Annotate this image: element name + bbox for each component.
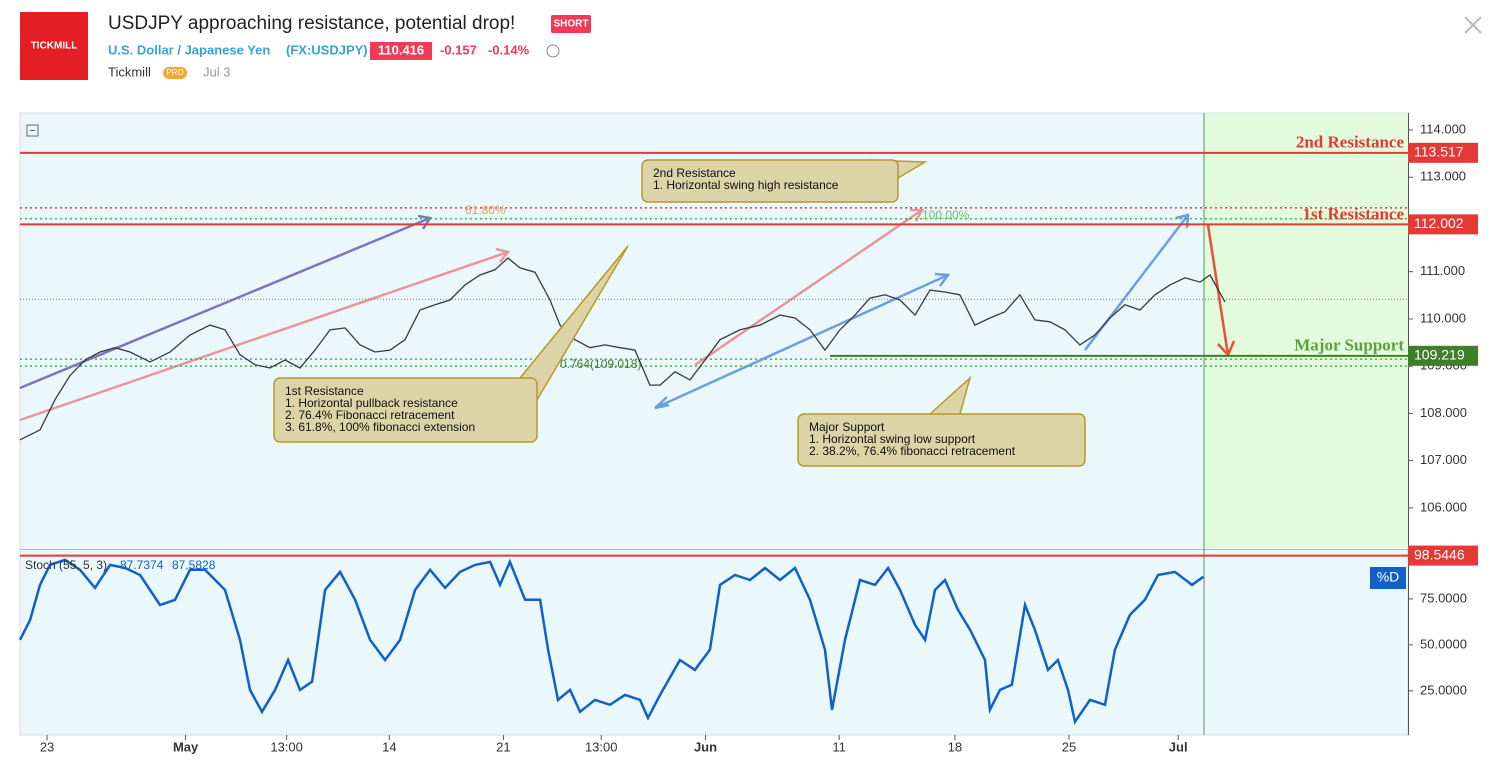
callout-text: Major Support (809, 420, 885, 434)
x-tick-label: 25 (1062, 739, 1076, 754)
callout-text: 1st Resistance (285, 384, 364, 398)
callout-text: 1. Horizontal pullback resistance (285, 396, 458, 410)
change-pct: -0.14% (488, 42, 530, 57)
y-tick-label: 75.0000 (1420, 590, 1467, 605)
y-tick-label: 110.000 (1420, 310, 1466, 325)
y-tick-label: 108.000 (1420, 405, 1467, 420)
callout (273, 377, 538, 443)
x-tick-label: 23 (40, 739, 54, 754)
author[interactable]: Tickmill (108, 64, 151, 79)
chart-bg (19, 112, 1409, 736)
indicator-value: 87.5828 (172, 558, 216, 572)
price-line (19, 257, 1226, 441)
callout-pointer (929, 375, 972, 415)
fib-label: 61.80% (465, 203, 506, 217)
idea-title: USDJPY approaching resistance, potential… (108, 13, 515, 34)
ticker[interactable]: (FX:USDJPY) (286, 42, 368, 57)
y-tick-label: 50.0000 (1420, 636, 1467, 651)
x-tick-label: May (173, 739, 199, 754)
x-tick-label: 13:00 (270, 739, 303, 754)
close-button[interactable] (1464, 16, 1482, 34)
callout (641, 159, 899, 203)
callout-text: 1. Horizontal swing low support (809, 432, 976, 446)
trend-arrow (654, 272, 951, 410)
badge (551, 15, 591, 33)
level-name: 2nd Resistance (1296, 133, 1405, 152)
collapse-button[interactable] (26, 124, 39, 137)
price: 110.416 (378, 42, 424, 57)
target-zone (1204, 113, 1408, 548)
x-tick-label: 14 (382, 739, 396, 754)
series-tag-label: %D (1377, 569, 1400, 585)
logo (20, 12, 88, 80)
trend-arrow (694, 208, 925, 367)
level-tag-label: 113.517 (1414, 144, 1464, 160)
badge-text: SHORT (554, 19, 589, 30)
callout-text: 3. 61.8%, 100% fibonacci extension (285, 420, 475, 434)
y-tick-label: 114.000 (1420, 121, 1466, 136)
symbol[interactable]: U.S. Dollar / Japanese Yen (108, 42, 270, 57)
logo-text: TICKMILL (31, 41, 78, 52)
x-tick-label: 21 (496, 739, 510, 754)
x-tick-label: 13:00 (585, 739, 618, 754)
stoch-line (18, 558, 1205, 725)
x-tick-label: Jun (694, 739, 717, 754)
y-tick-label: 25.0000 (1420, 682, 1467, 697)
callout-text: 2nd Resistance (653, 166, 736, 180)
level-tag (1408, 545, 1478, 566)
date: Jul 3 (203, 64, 230, 79)
pro-badge (163, 67, 187, 79)
fib-label: 0.764(109.018) (560, 357, 641, 371)
price-box (370, 42, 432, 60)
level-tag (1408, 142, 1478, 163)
level-name: Major Support (1294, 336, 1404, 355)
x-tick-label: 11 (832, 739, 846, 754)
callout-text: 1. Horizontal swing high resistance (653, 178, 839, 192)
level-tag-label: 109.219 (1414, 347, 1465, 363)
callout-text: 2. 38.2%, 76.4% fibonacci retracement (809, 444, 1016, 458)
y-tick-label: 107.000 (1420, 452, 1467, 467)
pro-text: PRO (166, 68, 183, 77)
x-tick-label: Jul (1169, 739, 1188, 754)
level-tag (1408, 214, 1478, 235)
callout-pointer (519, 245, 629, 401)
level-tag-label: 112.002 (1414, 215, 1464, 231)
level-tag-label: 98.5446 (1414, 546, 1465, 562)
y-tick-label: 113.000 (1420, 169, 1466, 184)
indicator-title: Stoch (55, 5, 3) (25, 558, 107, 572)
fib-label: 100.00% (922, 208, 970, 222)
alert-icon[interactable] (546, 44, 560, 58)
x-tick-label: 18 (948, 739, 962, 754)
indicator-value: 87.7374 (120, 558, 164, 572)
series-tag (1370, 567, 1406, 589)
drawings (19, 208, 1406, 589)
level-tag (1408, 345, 1478, 366)
y-tick-label: 111.000 (1420, 263, 1465, 278)
trend-arrow (19, 247, 511, 422)
level-name: 1st Resistance (1302, 204, 1404, 223)
callout (797, 413, 1086, 467)
y-tick-label: 106.000 (1420, 499, 1467, 514)
callout-text: 2. 76.4% Fibonacci retracement (285, 408, 455, 422)
change: -0.157 (440, 42, 477, 57)
